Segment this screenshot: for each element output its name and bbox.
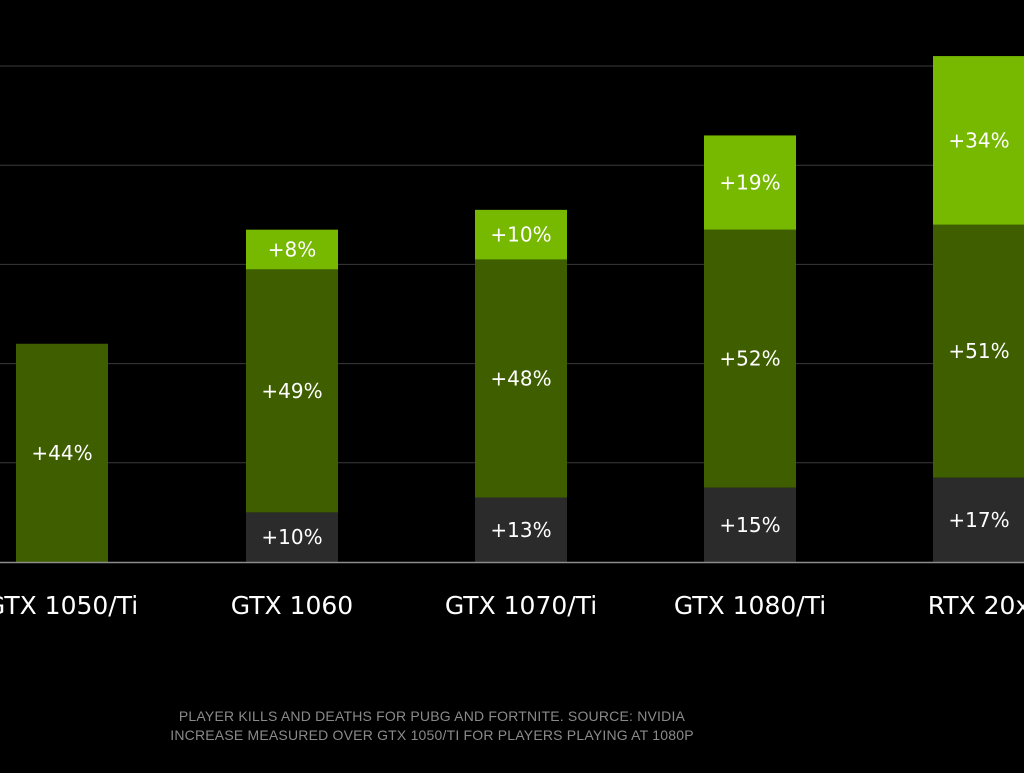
data-label: +13%: [490, 518, 551, 542]
bar-segment-base: [246, 512, 338, 562]
data-label: +44%: [31, 441, 92, 465]
bar-segment-mid: [16, 343, 108, 562]
data-label: +10%: [261, 525, 322, 549]
footnote-line-2: INCREASE MEASURED OVER GTX 1050/TI FOR P…: [170, 727, 694, 743]
category-label: RTX 20x: [928, 591, 1024, 620]
bar-segment-mid: [704, 229, 796, 488]
data-label: +19%: [719, 171, 780, 195]
data-label: +34%: [948, 128, 1009, 152]
category-label: GTX 1050/Ti: [0, 591, 138, 620]
category-labels: GTX 1050/Ti GTX 1060 GTX 1070/Ti GTX 1080/T…: [0, 591, 1024, 620]
data-labels: +44% +10% +49% +8% +13% +48% +10% +15% +52% +19% +…: [31, 128, 1009, 549]
data-label: +51%: [948, 339, 1009, 363]
category-label: GTX 1080/Ti: [674, 591, 826, 620]
bar-segment-top: [704, 135, 796, 230]
category-label: GTX 1060: [231, 591, 353, 620]
bar-segment-top: [246, 229, 338, 270]
bar-segment-top: [475, 209, 567, 260]
data-label: +49%: [261, 379, 322, 403]
data-label: +10%: [490, 223, 551, 247]
bar-segment-mid: [246, 269, 338, 513]
bar-segment-mid: [475, 259, 567, 498]
footnote-line-1: PLAYER KILLS AND DEATHS FOR PUBG AND FOR…: [178, 708, 686, 724]
data-label: +8%: [268, 238, 317, 262]
category-label: GTX 1070/Ti: [445, 591, 597, 620]
data-label: +52%: [719, 347, 780, 371]
data-label: +15%: [719, 513, 780, 537]
data-label: +48%: [490, 366, 551, 390]
bars: [16, 56, 1024, 562]
bar-segment-base: [933, 477, 1024, 562]
bar-segment-base: [475, 497, 567, 562]
bar-segment-top: [933, 56, 1024, 225]
data-label: +17%: [948, 508, 1009, 532]
bar-segment-mid: [933, 224, 1024, 478]
bar-segment-base: [704, 487, 796, 562]
